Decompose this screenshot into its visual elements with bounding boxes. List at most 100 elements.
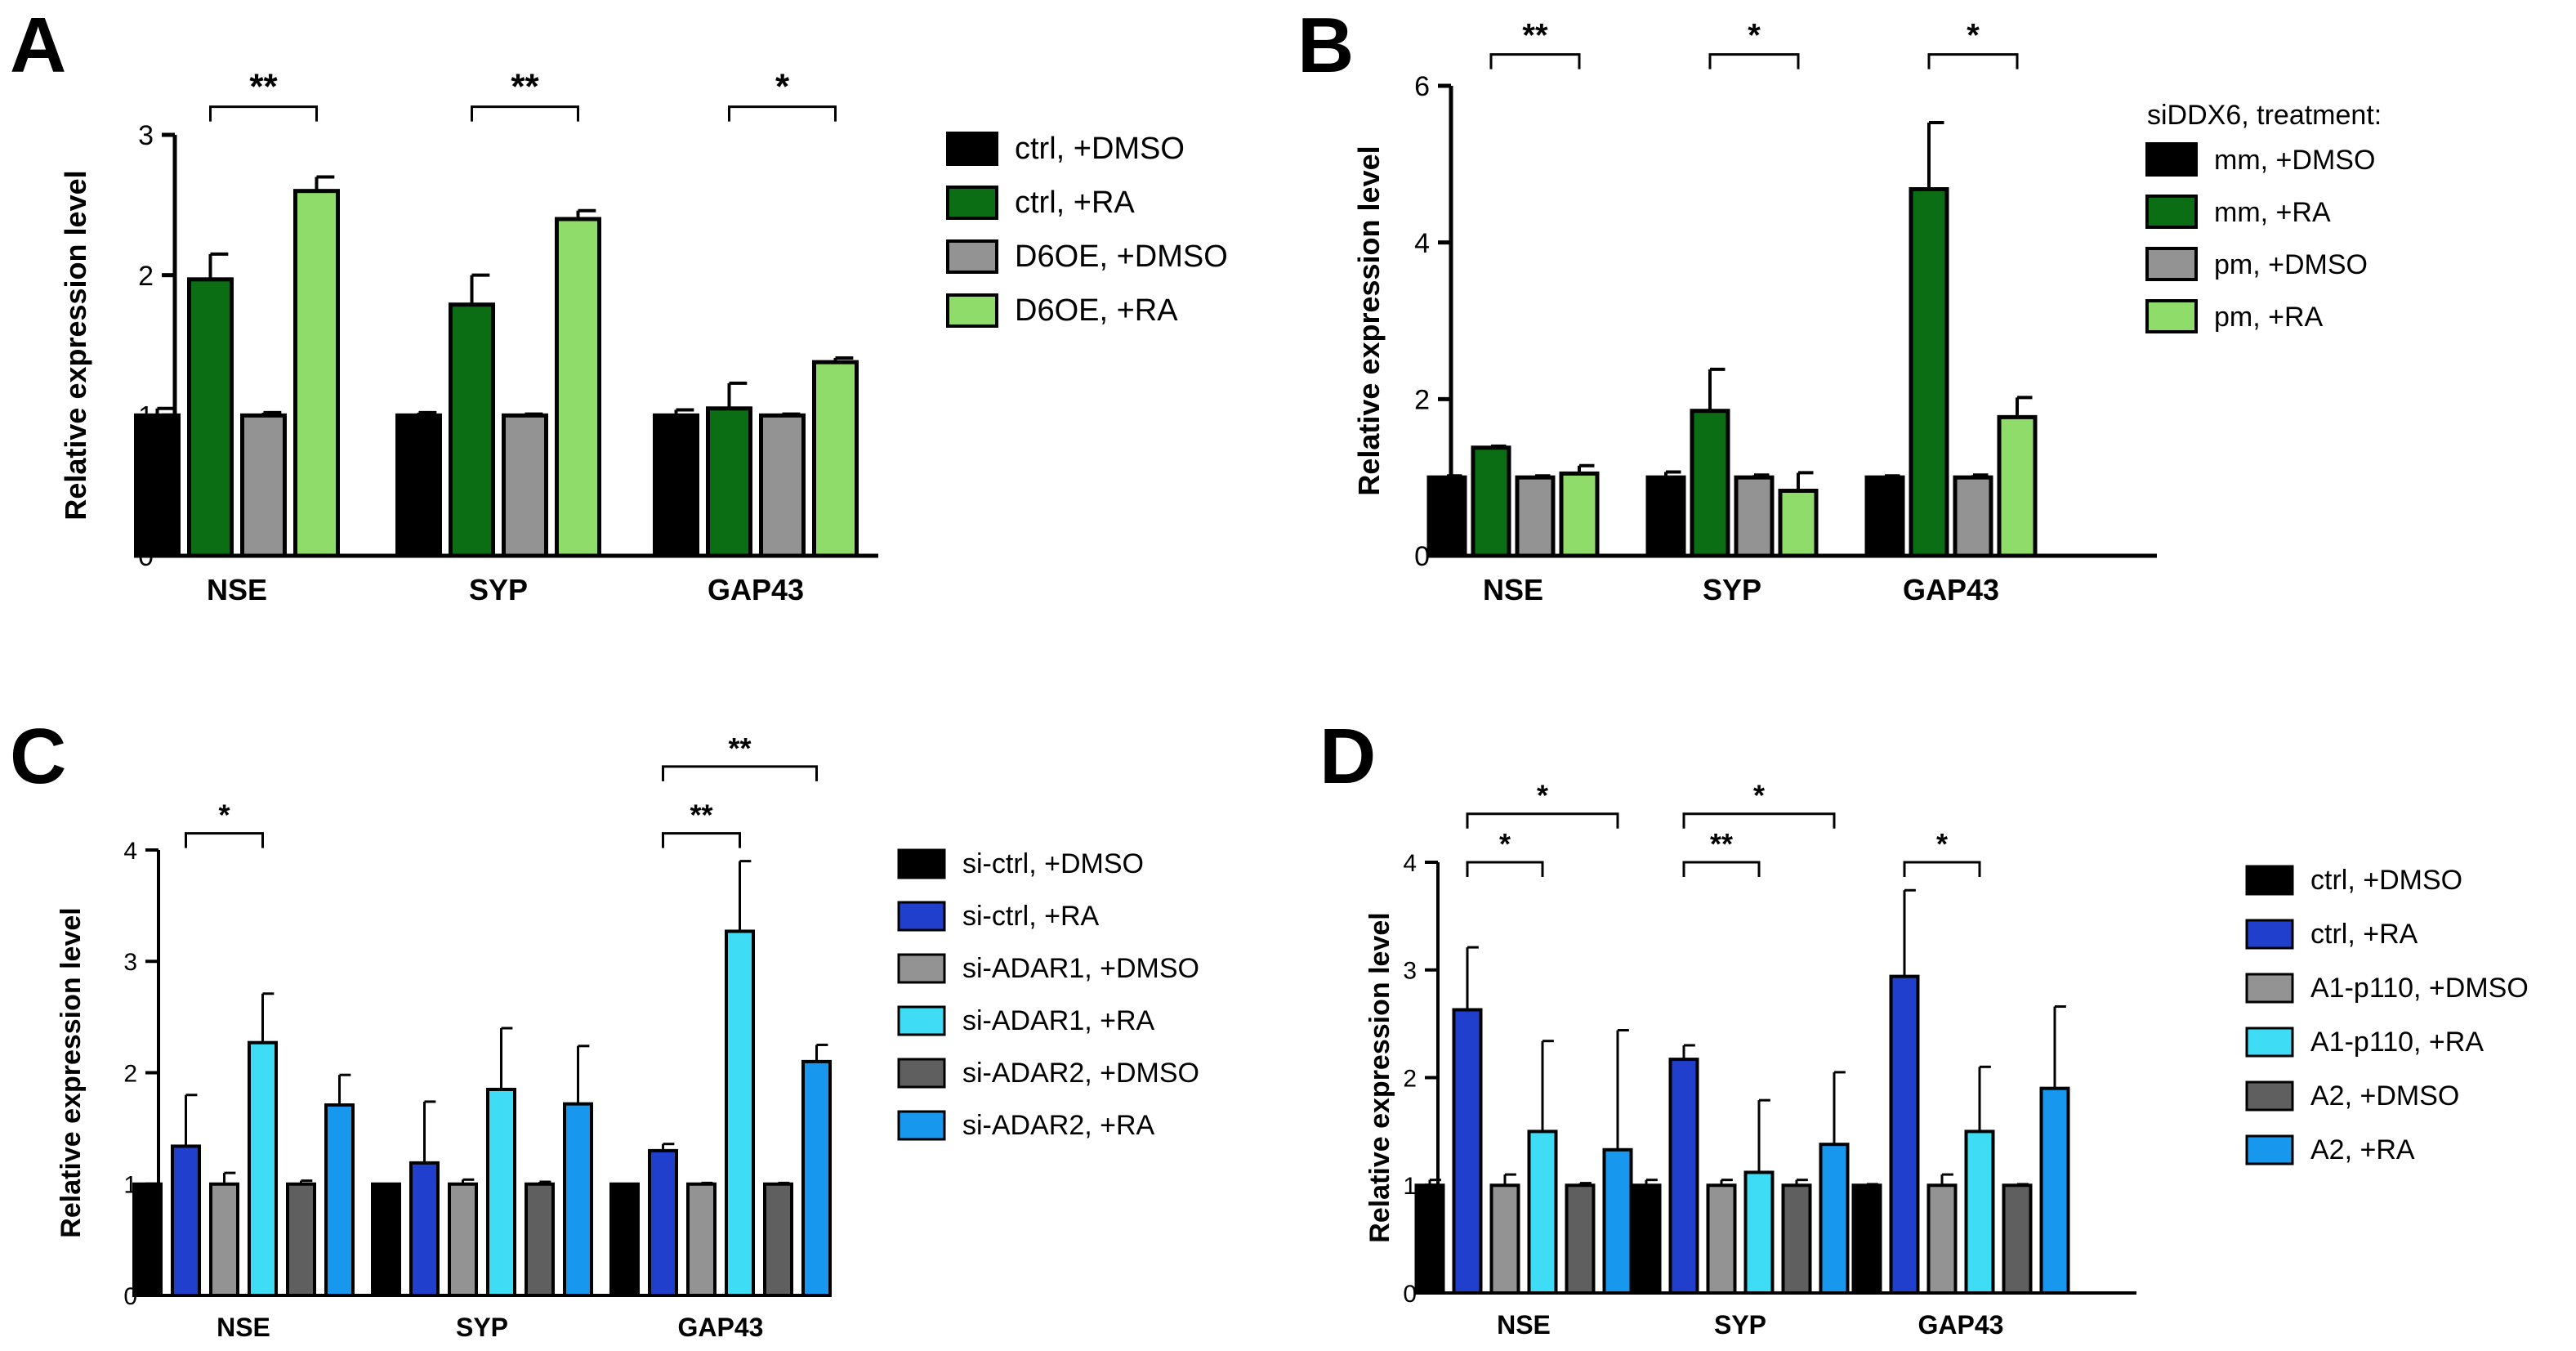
legend-label: mm, +DMSO [2214, 145, 2375, 176]
bar [1690, 409, 1730, 558]
y-tick-label: 1 [1403, 1173, 1417, 1200]
bar [1851, 1183, 1882, 1295]
legend-swatch [897, 901, 946, 932]
bar [1743, 1170, 1775, 1295]
bar [502, 413, 548, 558]
category-label: SYP [456, 1313, 508, 1342]
legend-label: A1-p110, +RA [2310, 1027, 2484, 1058]
bar [1565, 1183, 1596, 1295]
bar [371, 1182, 401, 1297]
category-label: NSE [217, 1313, 270, 1342]
legend-swatch [897, 1058, 946, 1089]
y-tick-label: 0 [1414, 541, 1430, 572]
significance-bracket [728, 105, 837, 122]
category-label: GAP43 [708, 573, 804, 606]
significance-label: * [1936, 827, 1948, 861]
panel-b-chart: Relative expression level 0 2 4 6 NSE SYP GAP43… [1352, 18, 2382, 606]
significance-bracket [1682, 812, 1836, 829]
y-tick-label: 2 [1403, 1065, 1417, 1092]
category-label: GAP43 [1903, 573, 1999, 606]
category-label: NSE [1497, 1310, 1551, 1340]
category-label: GAP43 [1918, 1310, 2004, 1340]
legend-swatch [946, 239, 998, 274]
bar [1645, 475, 1686, 558]
legend-label: A1-p110, +DMSO [2310, 973, 2529, 1004]
bar [1631, 1183, 1662, 1295]
bar [1819, 1143, 1850, 1295]
legend-swatch [2145, 299, 2198, 333]
bar [1527, 1130, 1558, 1295]
panel-d-letter: D [1319, 713, 1376, 800]
y-tick-label: 6 [1414, 71, 1430, 102]
panel-b: B Relative expression level 0 2 4 6 NSE SYP GAP… [1297, 2, 2382, 606]
y-tick-label: 2 [123, 1060, 137, 1087]
bar [555, 217, 601, 558]
legend-swatch [897, 1005, 946, 1036]
legend-swatch [897, 953, 946, 984]
y-tick-label: 4 [1403, 850, 1417, 877]
bar [1909, 187, 1949, 558]
significance-bracket [1466, 812, 1619, 829]
significance-bracket [1903, 861, 1981, 877]
bar [648, 1148, 678, 1297]
category-label: GAP43 [678, 1313, 764, 1342]
significance-label: ** [690, 799, 712, 832]
bar [134, 413, 181, 558]
bar [1668, 1058, 1699, 1295]
bar [395, 413, 442, 558]
panel-a: A Relative expression level0123NSESYPGAP… [10, 2, 1228, 606]
legend-label: mm, +RA [2214, 197, 2331, 228]
legend-label: pm, +RA [2214, 302, 2324, 333]
legend-label: ctrl, +RA [2310, 919, 2418, 950]
bar [248, 1040, 278, 1298]
y-tick-label: 2 [1414, 385, 1430, 416]
bar [187, 277, 234, 558]
category-label: SYP [469, 573, 528, 606]
bar [1515, 475, 1556, 558]
bar [759, 413, 806, 558]
bar [209, 1182, 239, 1297]
bar [1889, 974, 1920, 1295]
legend-swatch [946, 186, 998, 220]
legend-swatch [2145, 195, 2198, 229]
bar [132, 1182, 163, 1297]
bar [286, 1182, 316, 1297]
bar [1778, 488, 1819, 558]
legend-swatch [2245, 1134, 2294, 1165]
legend-label: ctrl, +RA [1015, 186, 1135, 220]
legend-label: pm, +DMSO [2214, 249, 2368, 280]
bar [1781, 1183, 1812, 1295]
bar [812, 360, 859, 558]
y-tick-label: 3 [138, 120, 154, 151]
bar [171, 1144, 201, 1298]
bar [763, 1182, 793, 1297]
category-label: SYP [1703, 573, 1761, 606]
legend-label: ctrl, +DMSO [2310, 865, 2462, 896]
significance-label: * [218, 799, 230, 832]
y-tick-label: 4 [123, 838, 137, 865]
bar [2039, 1086, 2070, 1295]
legend-swatch [2245, 1080, 2294, 1112]
bar [1926, 1183, 1958, 1295]
significance-bracket [471, 105, 579, 122]
significance-label: * [775, 67, 790, 107]
legend-swatch [897, 1110, 946, 1141]
bar [293, 189, 340, 558]
significance-label: * [1748, 18, 1761, 54]
bar [1953, 475, 1993, 558]
bar [1964, 1130, 1995, 1295]
bar [686, 1182, 717, 1297]
legend-label: si-ctrl, +RA [962, 901, 1100, 932]
legend-label: si-ADAR1, +RA [962, 1005, 1155, 1036]
legend-swatch [2245, 1027, 2294, 1058]
bar [486, 1087, 516, 1297]
significance-bracket [1927, 53, 2019, 69]
panel-a-chart: Relative expression level0123NSESYPGAP43… [59, 67, 1228, 606]
bar [2002, 1183, 2033, 1295]
significance-label: ** [1710, 827, 1733, 861]
legend-swatch [2145, 142, 2198, 177]
y-axis-title: Relative expression level [1352, 145, 1386, 495]
y-axis-title: Relative expression level [1364, 912, 1395, 1242]
